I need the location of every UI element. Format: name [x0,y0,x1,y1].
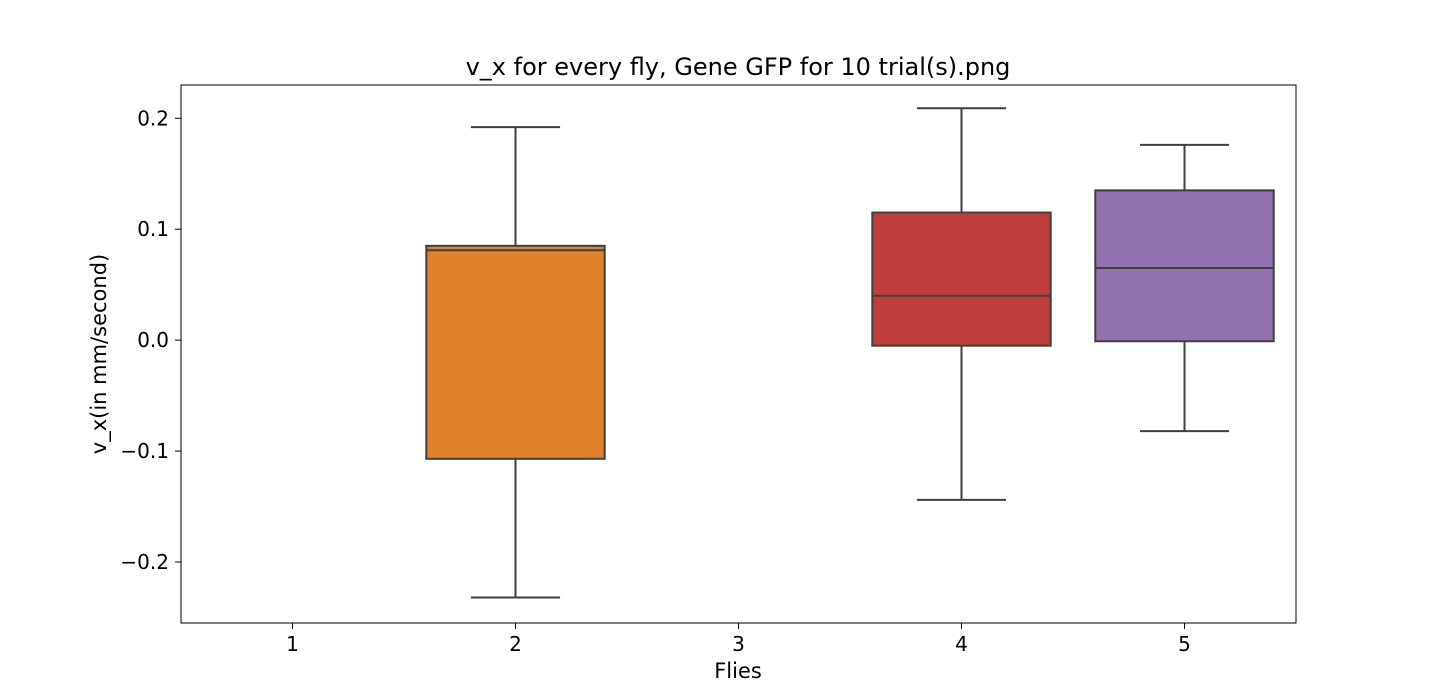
y-tick-label: 0.0 [137,328,169,352]
box-fly-5 [1094,143,1275,433]
y-axis-label: v_x(in mm/second) [87,254,112,454]
box-fly-2 [425,126,606,599]
x-tick-label: 4 [955,632,968,656]
x-axis-label: Flies [714,659,762,683]
box-fly-4 [871,107,1052,501]
y-tick-label: 0.1 [137,217,169,241]
y-axis: −0.2 −0.1 0.0 0.1 0.2 [120,106,181,574]
x-tick-label: 1 [286,632,299,656]
interquartile-box [871,211,1052,347]
x-axis: 1 2 3 4 5 [286,623,1191,656]
y-tick-label: 0.2 [137,106,169,130]
interquartile-box [1094,189,1275,343]
y-tick-label: −0.1 [120,439,169,463]
x-tick-label: 5 [1178,632,1191,656]
interquartile-box [425,244,606,460]
x-tick-label: 2 [509,632,522,656]
chart-title: v_x for every fly, Gene GFP for 10 trial… [466,53,1011,81]
x-tick-label: 3 [732,632,745,656]
boxes-layer [425,107,1275,599]
y-tick-label: −0.2 [120,550,169,574]
